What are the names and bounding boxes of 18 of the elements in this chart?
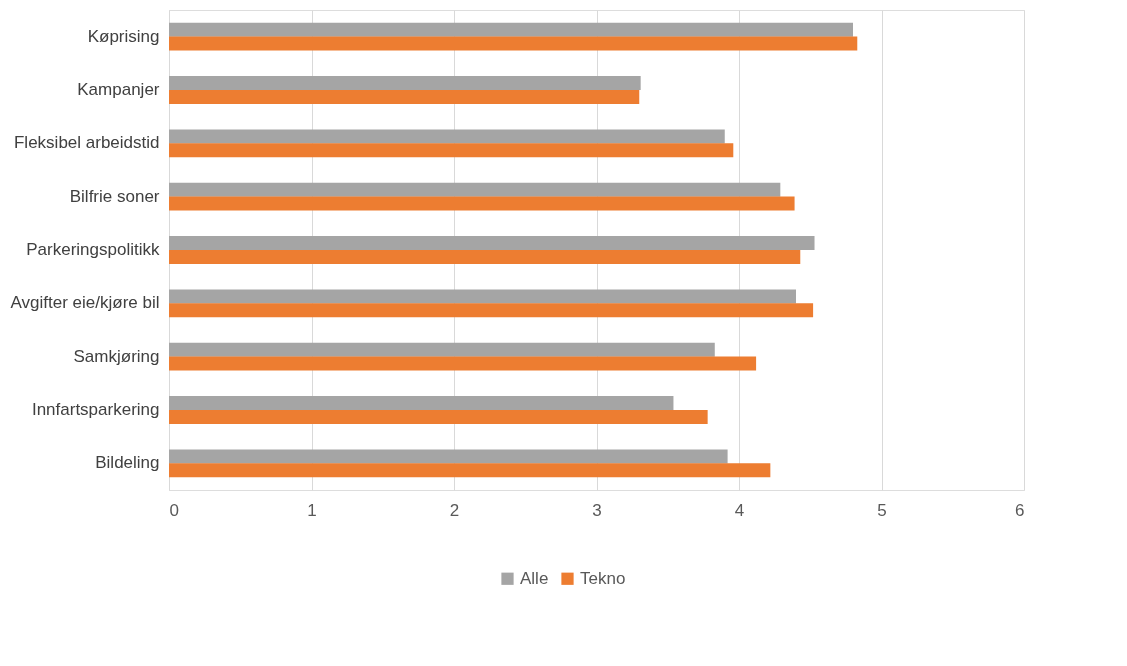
y-tick-label: Parkeringspolitikk	[26, 240, 160, 259]
x-tick-label: 0	[169, 500, 179, 520]
x-tick-label: 4	[734, 500, 745, 520]
y-tick-label: Avgifter eie/kjøre bil	[10, 293, 160, 313]
y-tick-label: Samkjøring	[73, 346, 160, 366]
legend-label: Tekno	[580, 568, 626, 588]
y-tick-label: Kampanjer	[77, 80, 160, 99]
y-tick-label: Bilfrie soner	[69, 186, 160, 206]
legend-label: Alle	[520, 568, 549, 588]
x-tick-label: 5	[877, 500, 887, 520]
x-tick-label: 1	[307, 500, 317, 520]
y-tick-label: Bildeling	[95, 453, 160, 473]
y-tick-label: Køprising	[87, 26, 160, 46]
x-tick-label: 2	[449, 500, 460, 520]
x-tick-label: 3	[592, 500, 602, 520]
x-tick-label: 6	[1015, 500, 1025, 520]
y-tick-label: Fleksibel arbeidstid	[13, 133, 160, 153]
y-tick-label: Innfartsparkering	[31, 400, 160, 419]
